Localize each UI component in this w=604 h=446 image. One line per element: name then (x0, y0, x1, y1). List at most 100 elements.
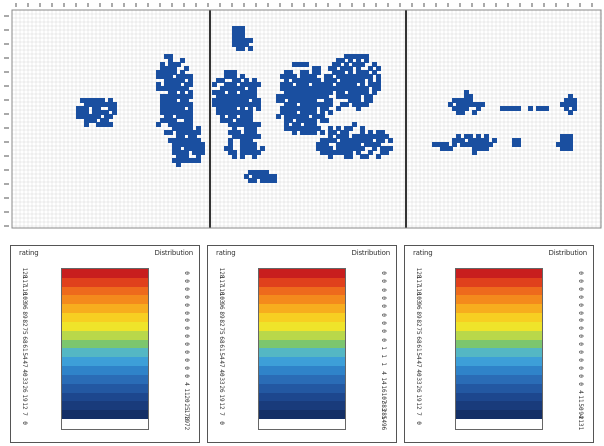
heatmap-cell (356, 58, 361, 63)
heatmap-cell (304, 94, 309, 99)
heatmap-cell (308, 106, 313, 111)
heatmap-cell (164, 118, 169, 123)
ramp-band (62, 321, 148, 331)
heatmap-cell (312, 66, 317, 71)
heatmap-cell (352, 78, 357, 83)
heatmap-cell (372, 146, 377, 151)
heatmap-cell (556, 142, 561, 147)
heatmap-cell (568, 142, 573, 147)
heatmap-cell (108, 122, 113, 127)
heatmap-cell (308, 126, 313, 131)
heatmap-cell (172, 158, 177, 163)
heatmap-cell (168, 58, 173, 63)
heatmap-cell (320, 102, 325, 107)
heatmap-cell (232, 30, 237, 35)
heatmap-cell (96, 114, 101, 119)
heatmap-cell (248, 126, 253, 131)
heatmap-cell (188, 142, 193, 147)
heatmap-cell (112, 106, 117, 111)
color-ramp (455, 268, 543, 430)
heatmap-cell (256, 82, 261, 87)
heatmap-cell (320, 114, 325, 119)
legend-left-title: rating (216, 249, 236, 257)
heatmap-cell (172, 62, 177, 67)
heatmap-cell (176, 74, 181, 79)
heatmap-cell (180, 122, 185, 127)
heatmap-cell (176, 154, 181, 159)
heatmap-cell (308, 86, 313, 91)
heatmap-cell (348, 78, 353, 83)
heatmap-cell (448, 102, 453, 107)
heatmap-cell (168, 62, 173, 67)
heatmap-cell (252, 82, 257, 87)
heatmap-cell (344, 150, 349, 155)
heatmap-cell (288, 86, 293, 91)
heatmap-cell (568, 134, 573, 139)
heatmap-cell (320, 138, 325, 143)
heatmap-cell (448, 146, 453, 151)
heatmap-cell (244, 122, 249, 127)
heatmap-cell (352, 86, 357, 91)
heatmap-cell (284, 118, 289, 123)
heatmap-cell (316, 86, 321, 91)
heatmap-cell (344, 74, 349, 79)
heatmap-cell (252, 170, 257, 175)
heatmap-cell (328, 98, 333, 103)
heatmap-cell (188, 130, 193, 135)
heatmap-cell (196, 126, 201, 131)
ramp-band (259, 419, 345, 429)
heatmap-cell (464, 134, 469, 139)
heatmap-cell (168, 114, 173, 119)
heatmap-cell (364, 54, 369, 59)
heatmap-cell (236, 110, 241, 115)
heatmap-cell (336, 58, 341, 63)
heatmap-cell (240, 98, 245, 103)
distribution-scale: 0 0 0 0 0 0 0 0 0 0 0 0 0 0 0 4 11 50 94 2131 (573, 270, 587, 430)
heatmap-cell (248, 94, 253, 99)
heatmap-cell (244, 102, 249, 107)
heatmap-cell (176, 122, 181, 127)
heatmap-cell (172, 138, 177, 143)
heatmap-cell (340, 150, 345, 155)
heatmap-cell (196, 130, 201, 135)
heatmap-cell (304, 62, 309, 67)
heatmap-cells (76, 26, 577, 183)
heatmap-cell (244, 142, 249, 147)
heatmap-cell (236, 134, 241, 139)
heatmap-cell (292, 74, 297, 79)
heatmap-cell (292, 78, 297, 83)
heatmap-cell (296, 118, 301, 123)
heatmap-cell (360, 102, 365, 107)
heatmap-cell (252, 178, 257, 183)
heatmap-cell (312, 70, 317, 75)
heatmap-cell (344, 78, 349, 83)
heatmap-cell (568, 98, 573, 103)
heatmap-cell (176, 78, 181, 83)
heatmap-cell (300, 102, 305, 107)
heatmap-cell (464, 90, 469, 95)
legend-left-title: rating (413, 249, 433, 257)
ramp-band (456, 286, 542, 296)
heatmap-cell (200, 146, 205, 151)
heatmap-cell (228, 130, 233, 135)
heatmap-cell (160, 86, 165, 91)
heatmap-cell (384, 150, 389, 155)
heatmap-cell (360, 70, 365, 75)
heatmap-cell (240, 90, 245, 95)
heatmap-cell (176, 86, 181, 91)
heatmap-cell (164, 86, 169, 91)
heatmap-cell (224, 94, 229, 99)
heatmap-cell (352, 54, 357, 59)
heatmap-cell (92, 98, 97, 103)
heatmap-cell (240, 102, 245, 107)
ramp-band (456, 401, 542, 411)
ramp-band (259, 383, 345, 393)
heatmap-cell (224, 82, 229, 87)
heatmap-cell (288, 102, 293, 107)
heatmap-cell (340, 146, 345, 151)
heatmap-cell (472, 138, 477, 143)
heatmap-cell (176, 150, 181, 155)
heatmap-cell (352, 134, 357, 139)
heatmap-cell (300, 98, 305, 103)
heatmap-cell (320, 142, 325, 147)
